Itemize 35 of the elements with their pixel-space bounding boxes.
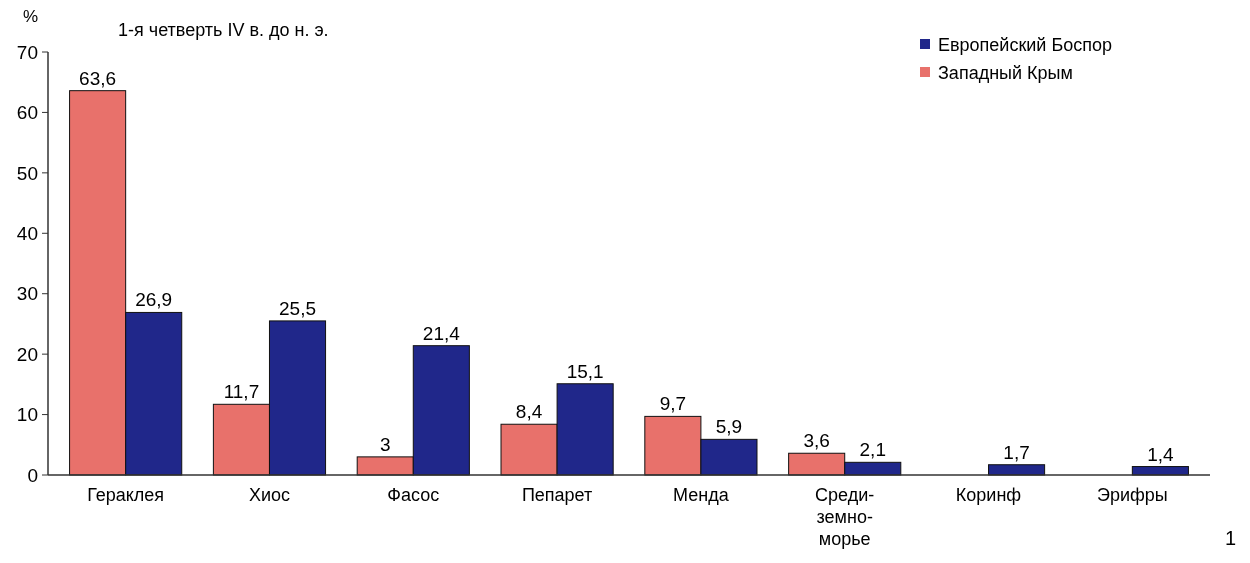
data-label: 21,4 — [422, 322, 461, 344]
data-label: 26,9 — [135, 289, 173, 311]
data-label: 11,7 — [223, 381, 260, 403]
data-label: 1,4 — [1147, 443, 1175, 465]
data-label: 9,7 — [659, 393, 687, 415]
text: 1 — [1224, 527, 1236, 549]
y-axis-title: % — [22, 7, 38, 26]
data-label: 5,9 — [715, 416, 743, 438]
data-label: 63,6 — [79, 67, 117, 89]
x-tick-label: Коринф — [955, 485, 1022, 505]
x-tick-label: Эрифры — [1096, 485, 1168, 505]
x-tick-label: Гераклея — [87, 485, 165, 505]
data-label: 1,7 — [1003, 441, 1030, 463]
x-tick-label: Фасос — [387, 485, 440, 505]
data-label: 3 — [379, 433, 391, 455]
data-label: 3,6 — [803, 430, 830, 452]
legend-label: Западный Крым — [938, 63, 1073, 84]
x-tick-label: Среди- земно- морье — [815, 485, 875, 549]
y-tick-label: 70 — [16, 41, 38, 63]
x-tick-label: Пепарет — [521, 485, 593, 505]
data-label: 2,1 — [859, 439, 886, 461]
x-tick-label: Хиос — [248, 485, 291, 505]
data-label: 25,5 — [279, 297, 317, 319]
data-label: 15,1 — [566, 360, 604, 382]
y-tick-label: 50 — [16, 162, 38, 184]
legend-label: Европейский Боспор — [938, 35, 1112, 56]
data-label: 8,4 — [515, 401, 543, 423]
y-tick-label: 0 — [27, 464, 38, 486]
y-tick-label: 60 — [16, 102, 38, 124]
y-tick-label: 20 — [16, 343, 38, 365]
y-tick-label: 40 — [16, 222, 38, 244]
chart-title: 1-я четверть IV в. до н. э. — [118, 20, 329, 40]
x-tick-label: Менда — [673, 485, 730, 505]
y-tick-label: 30 — [16, 283, 38, 305]
y-tick-label: 10 — [16, 404, 38, 426]
